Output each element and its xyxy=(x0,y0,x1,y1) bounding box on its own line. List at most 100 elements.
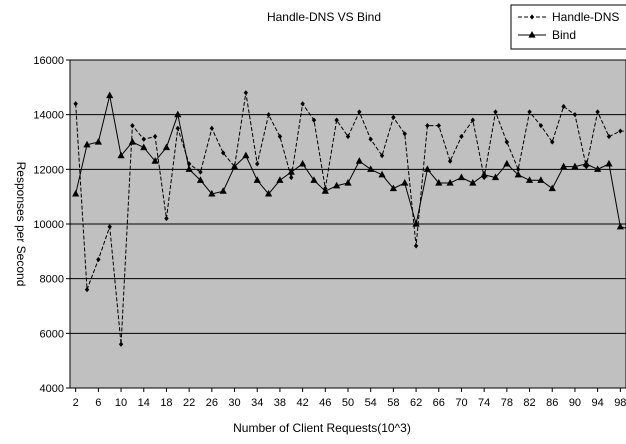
data-point xyxy=(572,112,578,118)
data-point xyxy=(594,165,602,172)
y-tick-label: 12000 xyxy=(33,164,64,176)
data-point xyxy=(357,109,362,115)
data-point xyxy=(559,162,568,170)
x-tick-label: 62 xyxy=(410,397,422,409)
x-tick-label: 86 xyxy=(546,397,558,409)
data-point xyxy=(550,139,555,145)
series-line xyxy=(75,92,626,345)
data-point xyxy=(379,153,385,159)
data-point xyxy=(83,140,91,148)
data-point xyxy=(73,101,78,107)
data-point xyxy=(220,150,226,156)
x-tick-label: 14 xyxy=(138,397,150,409)
data-point xyxy=(140,143,148,151)
data-point xyxy=(480,170,488,178)
data-point xyxy=(152,133,158,140)
y-axis-title: Responses per Second xyxy=(14,162,28,287)
data-point xyxy=(605,159,613,167)
data-point xyxy=(196,176,205,183)
data-point xyxy=(333,181,341,189)
data-point xyxy=(457,173,466,181)
x-tick-label: 70 xyxy=(455,397,467,409)
data-point xyxy=(299,159,307,167)
x-tick-label: 30 xyxy=(228,397,240,409)
data-point xyxy=(287,168,295,175)
data-point xyxy=(503,159,511,167)
data-point xyxy=(130,123,135,129)
data-point xyxy=(616,222,624,230)
data-point xyxy=(470,117,476,123)
data-point xyxy=(425,123,430,129)
data-point xyxy=(504,139,510,145)
data-point xyxy=(606,133,612,140)
data-point xyxy=(243,90,249,96)
data-point xyxy=(618,128,623,134)
data-point xyxy=(289,174,294,181)
data-point xyxy=(255,161,260,167)
x-tick-label: 38 xyxy=(274,397,286,409)
data-point xyxy=(413,243,419,249)
series-layer xyxy=(72,90,626,347)
x-tick-label: 34 xyxy=(251,397,263,409)
data-point xyxy=(84,287,90,293)
data-point xyxy=(230,162,239,170)
data-point xyxy=(106,91,114,99)
chart-title: Handle-DNS VS Bind xyxy=(267,10,381,24)
x-tick-label: 78 xyxy=(501,397,513,409)
x-tick-label: 50 xyxy=(342,397,354,409)
data-point xyxy=(491,173,500,181)
x-tick-label: 54 xyxy=(365,397,377,409)
data-point xyxy=(117,151,125,159)
x-tick-label: 82 xyxy=(523,397,535,409)
y-tick-label: 14000 xyxy=(33,110,64,122)
data-point xyxy=(276,176,284,183)
data-point xyxy=(118,341,124,347)
data-point xyxy=(582,159,590,167)
data-point xyxy=(436,123,441,129)
legend-label: Bind xyxy=(552,28,576,42)
gridlines xyxy=(70,114,626,334)
data-point xyxy=(209,125,215,131)
data-point xyxy=(253,176,261,183)
x-tick-label: 74 xyxy=(478,397,490,409)
data-point xyxy=(447,158,453,164)
data-point xyxy=(516,166,521,172)
data-point xyxy=(527,109,532,115)
data-point xyxy=(344,179,352,186)
data-point xyxy=(96,256,101,263)
y-axis-ticks: 4000 6000 8000 10000 12000 14000 16000 xyxy=(33,55,70,395)
data-point xyxy=(242,151,250,159)
x-tick-label: 2 xyxy=(73,397,79,409)
y-tick-label: 6000 xyxy=(40,328,64,340)
x-tick-label: 22 xyxy=(183,397,195,409)
data-point xyxy=(72,189,80,197)
y-tick-label: 4000 xyxy=(40,383,64,395)
data-point xyxy=(402,131,407,137)
y-tick-label: 16000 xyxy=(33,55,64,67)
y-tick-label: 10000 xyxy=(33,219,64,231)
data-point xyxy=(493,109,498,115)
data-point xyxy=(412,220,420,227)
data-point xyxy=(334,117,339,123)
x-tick-label: 66 xyxy=(433,397,445,409)
data-point xyxy=(198,169,203,175)
data-point xyxy=(423,165,432,172)
data-point xyxy=(185,165,193,172)
data-point xyxy=(164,215,169,222)
data-point xyxy=(345,133,351,140)
legend-label: Handle-DNS xyxy=(552,10,619,24)
data-point xyxy=(107,224,112,230)
legend-marker-1 xyxy=(528,31,536,38)
data-point xyxy=(595,109,600,115)
x-tick-label: 10 xyxy=(115,397,127,409)
data-point xyxy=(525,176,534,183)
data-point xyxy=(401,179,409,186)
x-tick-label: 90 xyxy=(569,397,581,409)
data-point xyxy=(300,101,305,107)
data-point xyxy=(128,138,137,145)
data-point xyxy=(151,157,159,164)
data-point xyxy=(571,162,579,170)
data-point xyxy=(311,117,317,123)
data-point xyxy=(141,136,146,142)
x-tick-label: 18 xyxy=(160,397,172,409)
